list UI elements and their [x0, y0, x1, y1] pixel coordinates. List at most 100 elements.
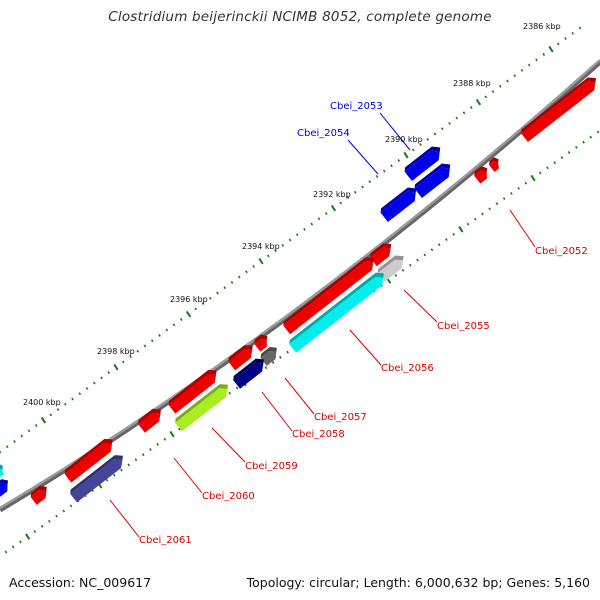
minor-tick [71, 397, 74, 401]
feature-face [474, 170, 487, 184]
feature-bevel [404, 146, 441, 172]
minor-tick [4, 550, 8, 554]
gene-feature-cbei-2057b[interactable] [252, 332, 272, 352]
gene-feature-cbei-2062[interactable] [29, 483, 52, 505]
gene-label-cbei-2059[interactable]: Cbei_2059 [245, 461, 298, 472]
gene-feature-cbei-2056[interactable] [281, 254, 379, 335]
feature-face [138, 412, 161, 433]
feature-face [0, 468, 4, 477]
minor-tick [281, 243, 285, 247]
minor-tick [20, 434, 24, 438]
minor-tick [535, 58, 538, 62]
gene-feature-cbei-2057[interactable] [227, 341, 258, 371]
gene-feature-cbei-2058[interactable] [231, 355, 269, 389]
minor-tick [426, 137, 430, 141]
minor-tick [228, 391, 232, 395]
gene-feature-cbei-2054a[interactable] [413, 160, 456, 199]
gene-feature-edge[interactable] [0, 463, 7, 477]
gene-feature-cbei-2055[interactable] [368, 240, 396, 267]
minor-tick [177, 427, 181, 431]
minor-tick [194, 307, 198, 311]
gene-label-cbei-2058[interactable]: Cbei_2058 [292, 429, 345, 440]
minor-tick [317, 217, 321, 221]
leader-line [261, 391, 293, 432]
gene-feature-cbei-2052b[interactable] [487, 156, 503, 173]
minor-tick [105, 478, 109, 482]
feature-bevel [228, 345, 253, 362]
outer-tick-ring [0, 26, 582, 454]
feature-bevel [30, 485, 47, 497]
minor-tick [136, 349, 140, 353]
minor-tick [513, 74, 517, 78]
minor-tick [430, 248, 434, 252]
minor-tick [419, 143, 422, 147]
gene-label-cbei-2055[interactable]: Cbei_2055 [437, 321, 490, 332]
gene-feature-cbei-2054b[interactable] [379, 184, 422, 223]
minor-tick [520, 68, 524, 72]
major-tick [25, 533, 31, 540]
minor-tick [353, 190, 357, 194]
gene-feature-cbei-2053[interactable] [403, 143, 446, 182]
minor-tick [437, 243, 441, 247]
gene-label-cbei-2061[interactable]: Cbei_2061 [139, 535, 192, 546]
feature-bevel [414, 163, 451, 189]
minor-tick [445, 238, 448, 242]
major-tick [40, 416, 47, 424]
gene-label-cbei-2056[interactable]: Cbei_2056 [381, 363, 434, 374]
minor-tick [201, 302, 205, 306]
gene-feature-cbei-2057-cog[interactable] [259, 344, 282, 366]
leader-line [109, 499, 140, 538]
minor-tick [230, 280, 234, 284]
gene-feature-cbei-2062b[interactable] [0, 477, 13, 498]
gene-label-cbei-2054[interactable]: Cbei_2054 [297, 128, 350, 139]
minor-tick [56, 408, 60, 412]
minor-tick [556, 42, 560, 46]
minor-tick [0, 450, 2, 454]
gene-label-cbei-2053[interactable]: Cbei_2053 [330, 101, 383, 112]
gene-label-cbei-2057[interactable]: Cbei_2057 [314, 412, 367, 423]
gene-feature-cbei-2051[interactable] [519, 74, 600, 143]
minor-tick [271, 361, 275, 364]
gene-feature-cbei-2059[interactable] [167, 366, 222, 414]
gene-feature-cbei-2059-cog[interactable] [173, 380, 233, 432]
minor-tick [571, 31, 575, 35]
minor-tick [448, 121, 451, 125]
minor-tick [440, 127, 444, 131]
minor-tick [303, 227, 306, 231]
gene-feature-cbei-2052a[interactable] [472, 164, 492, 184]
minor-tick [179, 318, 183, 321]
minor-tick [47, 519, 51, 523]
minor-tick [553, 161, 557, 165]
gene-feature-cbei-2061-cog[interactable] [68, 451, 128, 503]
leader-line [347, 139, 379, 175]
label-leader-lines [109, 112, 536, 538]
feature-face [404, 150, 440, 182]
leader-line [284, 377, 315, 415]
minor-tick [274, 249, 277, 253]
feature-bevel [369, 243, 392, 258]
feature-bevel [64, 438, 113, 474]
minor-tick [502, 197, 506, 201]
feature-bevel [0, 463, 3, 471]
minor-tick [245, 270, 248, 274]
scale-label: 2386 kbp [523, 22, 561, 31]
minor-tick [401, 268, 405, 272]
gene-feature-cbei-2061[interactable] [63, 435, 118, 483]
feature-face [70, 459, 123, 503]
gene-feature-cbei-2056-cog[interactable] [287, 269, 389, 353]
gene-feature-cbei-2055-cog[interactable] [376, 252, 409, 282]
minor-tick [560, 156, 564, 160]
scale-label: 2398 kbp [97, 347, 135, 356]
feature-bevel [70, 455, 123, 494]
major-tick [548, 45, 554, 53]
leader-line [349, 329, 382, 366]
gene-feature-cbei-2060[interactable] [136, 405, 166, 433]
feature-face [414, 167, 450, 199]
gene-label-cbei-2060[interactable]: Cbei_2060 [202, 491, 255, 502]
minor-tick [237, 275, 241, 279]
map-title: Clostridium beijerinckii NCIMB 8052, com… [108, 9, 492, 25]
feature-bevel [489, 157, 499, 165]
gene-label-cbei-2052[interactable]: Cbei_2052 [535, 246, 588, 257]
leader-line [403, 289, 438, 323]
minor-tick [484, 95, 488, 99]
